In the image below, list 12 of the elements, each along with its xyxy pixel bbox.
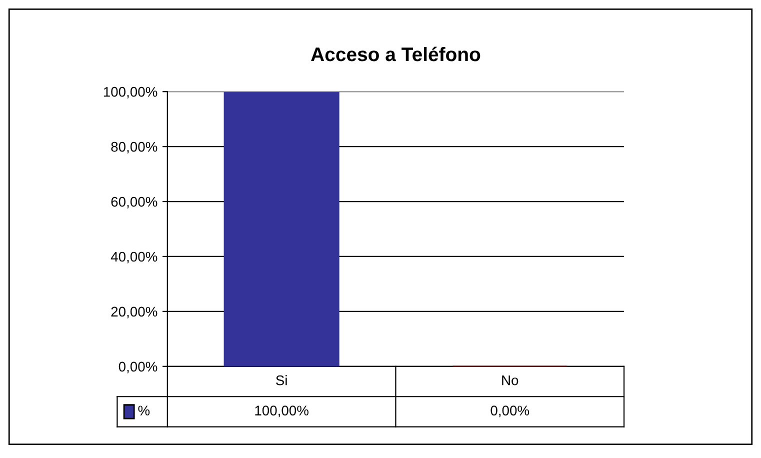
x-tick-label: No — [502, 376, 518, 386]
y-tick-label: 20,00% — [111, 306, 158, 318]
data-label: 100,00% — [255, 406, 308, 418]
legend-label: % — [138, 406, 150, 416]
y-tick-label: 40,00% — [110, 252, 158, 264]
x-tick-label: Si — [276, 375, 287, 386]
chart-title: Acceso a Teléfono — [311, 46, 480, 62]
y-tick-label: 0,00% — [118, 362, 158, 374]
y-tick-label: 60,00% — [111, 196, 158, 208]
data-label: 0,00% — [490, 406, 530, 418]
y-tick-label: 100,00% — [104, 86, 158, 98]
y-tick-label: 80,00% — [111, 142, 158, 154]
